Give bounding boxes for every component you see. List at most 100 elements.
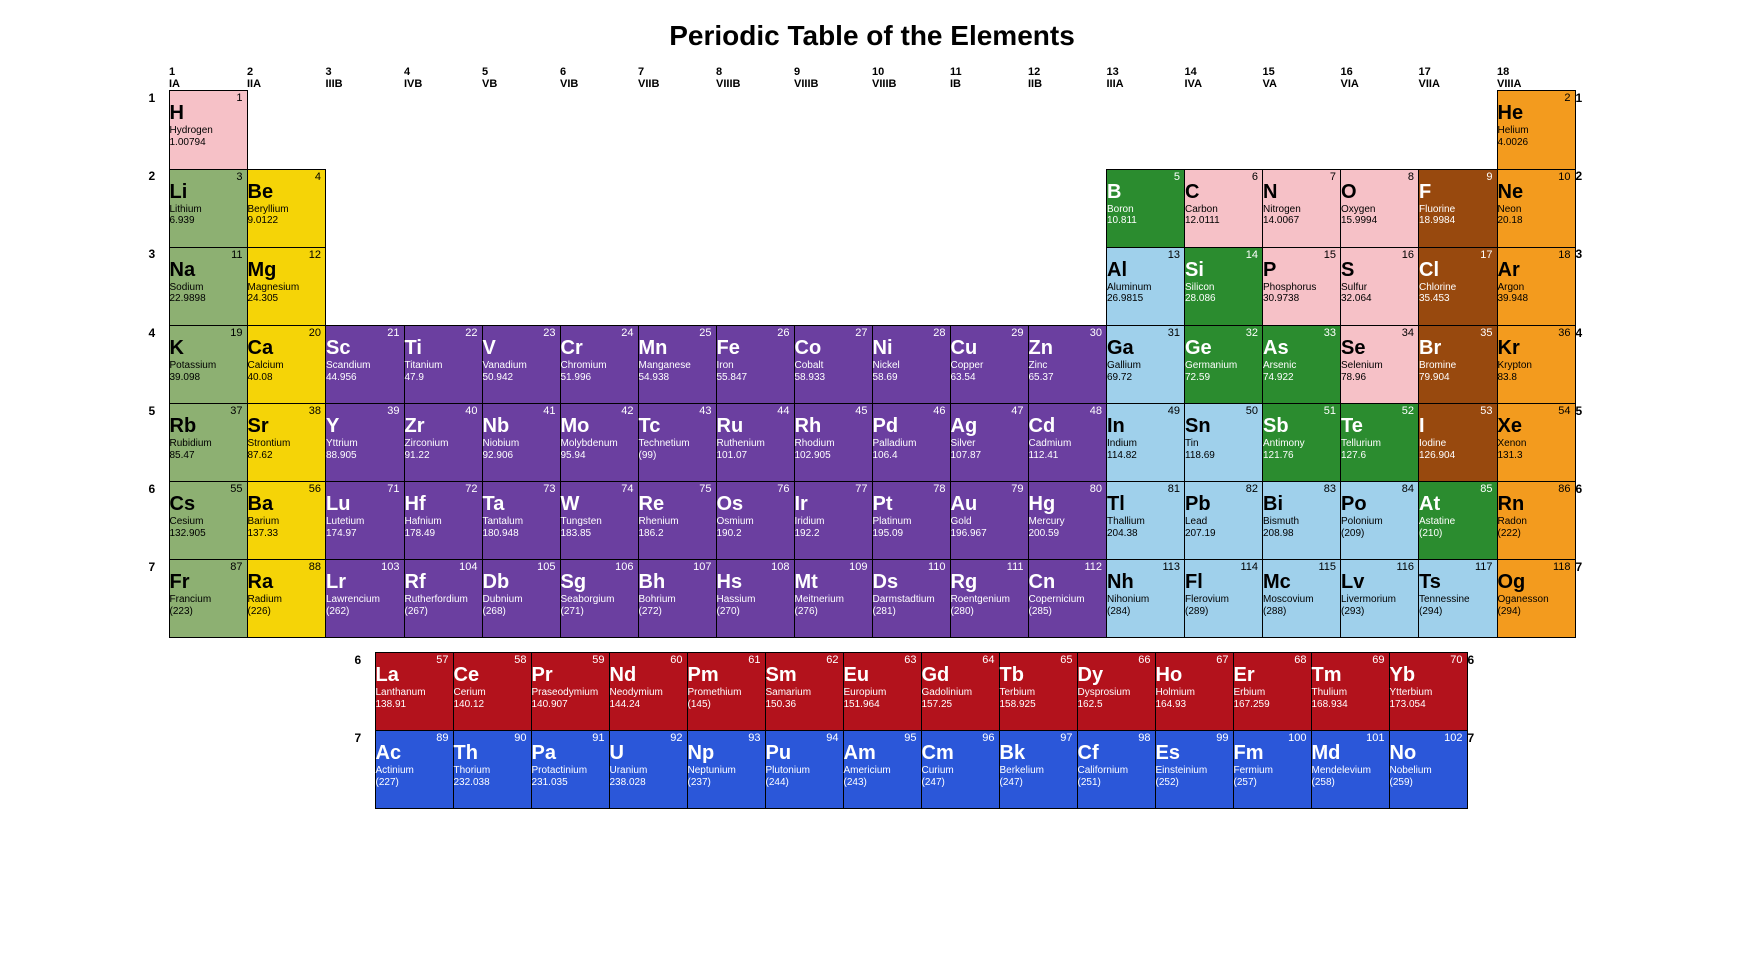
atomic-mass: 178.49 xyxy=(405,529,482,540)
atomic-mass: (280) xyxy=(951,607,1028,618)
atomic-mass: (262) xyxy=(326,607,404,618)
element-name: Hydrogen xyxy=(170,126,247,137)
atomic-number: 107 xyxy=(693,562,711,574)
atomic-mass: (284) xyxy=(1107,607,1184,618)
atomic-number: 23 xyxy=(543,328,555,340)
element-symbol: S xyxy=(1341,260,1418,281)
element-name: Europium xyxy=(844,688,921,699)
element-name: Lanthanum xyxy=(376,688,453,699)
element-n: 7NNitrogen14.0067 xyxy=(1263,169,1341,247)
element-symbol: Nh xyxy=(1107,572,1184,593)
element-symbol: Mc xyxy=(1263,572,1340,593)
atomic-number: 70 xyxy=(1450,655,1462,667)
element-symbol: Mn xyxy=(639,338,716,359)
atomic-number: 56 xyxy=(309,484,321,496)
atomic-number: 24 xyxy=(621,328,633,340)
element-name: Palladium xyxy=(873,439,950,450)
element-cs: 55CsCesium132.905 xyxy=(169,482,247,560)
element-ga: 31GaGallium69.72 xyxy=(1107,326,1185,404)
atomic-number: 87 xyxy=(230,562,242,574)
element-ba: 56BaBarium137.33 xyxy=(247,482,326,560)
atomic-number: 77 xyxy=(855,484,867,496)
element-symbol: Cd xyxy=(1029,416,1107,437)
element-name: Thulium xyxy=(1312,688,1389,699)
element-symbol: Tl xyxy=(1107,494,1184,515)
element-symbol: Mt xyxy=(795,572,872,593)
atomic-number: 64 xyxy=(982,655,994,667)
atomic-number: 34 xyxy=(1402,328,1414,340)
atomic-number: 83 xyxy=(1324,484,1336,496)
element-symbol: Pd xyxy=(873,416,950,437)
atomic-mass: (267) xyxy=(405,607,482,618)
atomic-mass: 1.00794 xyxy=(170,138,247,149)
atomic-mass: 54.938 xyxy=(639,373,716,384)
element-name: Boron xyxy=(1107,205,1184,216)
atomic-number: 111 xyxy=(1007,562,1024,574)
element-name: Cerium xyxy=(454,688,531,699)
element-symbol: Cf xyxy=(1078,743,1155,764)
element-symbol: Np xyxy=(688,743,765,764)
element-symbol: B xyxy=(1107,182,1184,203)
atomic-number: 57 xyxy=(436,655,448,667)
element-ce: 58CeCerium140.12 xyxy=(453,653,531,731)
atomic-mass: 196.967 xyxy=(951,529,1028,540)
element-name: Holmium xyxy=(1156,688,1233,699)
element-cd: 48CdCadmium112.41 xyxy=(1028,404,1107,482)
element-name: Nitrogen xyxy=(1263,205,1340,216)
atomic-number: 108 xyxy=(771,562,789,574)
element-db: 105DbDubnium(268) xyxy=(482,560,560,638)
atomic-number: 97 xyxy=(1060,733,1072,745)
element-symbol: F xyxy=(1419,182,1497,203)
element-symbol: Co xyxy=(795,338,872,359)
element-symbol: As xyxy=(1263,338,1340,359)
element-s: 16SSulfur32.064 xyxy=(1341,247,1419,326)
group-header-7: 7VIIB xyxy=(638,66,716,91)
element-symbol: Pu xyxy=(766,743,843,764)
atomic-mass: (252) xyxy=(1156,778,1233,789)
element-sn: 50SnTin118.69 xyxy=(1185,404,1263,482)
element-name: Calcium xyxy=(248,361,326,372)
atomic-number: 67 xyxy=(1216,655,1228,667)
atomic-mass: 106.4 xyxy=(873,451,950,462)
element-name: Oxygen xyxy=(1341,205,1418,216)
element-symbol: Rg xyxy=(951,572,1028,593)
period-header-2: 2 xyxy=(149,169,170,247)
atomic-mass: 118.69 xyxy=(1185,451,1262,462)
element-name: Scandium xyxy=(326,361,404,372)
atomic-mass: 192.2 xyxy=(795,529,872,540)
atomic-mass: 30.9738 xyxy=(1263,294,1340,305)
atomic-number: 26 xyxy=(777,328,789,340)
atomic-number: 103 xyxy=(381,562,399,574)
atomic-number: 68 xyxy=(1294,655,1306,667)
element-name: Cobalt xyxy=(795,361,872,372)
atomic-number: 112 xyxy=(1084,562,1102,574)
period-header-3: 3 xyxy=(149,247,170,326)
atomic-mass: 195.09 xyxy=(873,529,950,540)
period-header-4: 4 xyxy=(149,326,170,404)
atomic-mass: (270) xyxy=(717,607,794,618)
atomic-mass: 44.956 xyxy=(326,373,404,384)
period-header-right-5: 5 xyxy=(1575,404,1596,482)
element-md: 101MdMendelevium(258) xyxy=(1311,731,1389,809)
atomic-mass: 22.9898 xyxy=(170,294,247,305)
element-symbol: In xyxy=(1107,416,1184,437)
element-symbol: Th xyxy=(454,743,531,764)
element-name: Strontium xyxy=(248,439,326,450)
element-name: Platinum xyxy=(873,517,950,528)
element-symbol: He xyxy=(1498,103,1575,124)
atomic-mass: 200.59 xyxy=(1029,529,1107,540)
element-symbol: Lr xyxy=(326,572,404,593)
element-name: Arsenic xyxy=(1263,361,1340,372)
atomic-number: 73 xyxy=(543,484,555,496)
element-symbol: Cr xyxy=(561,338,638,359)
element-symbol: Ir xyxy=(795,494,872,515)
element-symbol: Fm xyxy=(1234,743,1311,764)
element-gd: 64GdGadolinium157.25 xyxy=(921,653,999,731)
element-symbol: Si xyxy=(1185,260,1262,281)
element-symbol: Am xyxy=(844,743,921,764)
element-name: Cadmium xyxy=(1029,439,1107,450)
element-symbol: Fl xyxy=(1185,572,1262,593)
element-symbol: No xyxy=(1390,743,1467,764)
element-symbol: Tb xyxy=(1000,665,1077,686)
element-name: Neon xyxy=(1498,205,1575,216)
